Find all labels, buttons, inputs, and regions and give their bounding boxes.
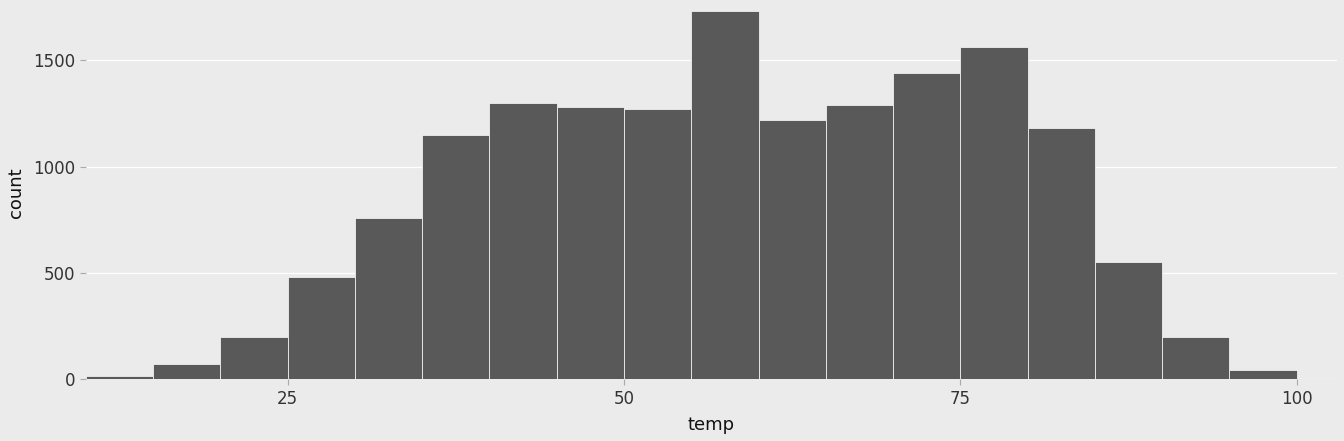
Bar: [1163, 337, 1230, 379]
Bar: [556, 107, 624, 379]
Bar: [825, 105, 892, 379]
Bar: [892, 73, 961, 379]
Bar: [86, 376, 153, 379]
Y-axis label: count: count: [7, 168, 26, 218]
Bar: [691, 11, 758, 379]
Bar: [288, 277, 355, 379]
X-axis label: temp: temp: [688, 416, 735, 434]
Bar: [1028, 128, 1095, 379]
Bar: [489, 103, 556, 379]
Bar: [1095, 262, 1163, 379]
Bar: [624, 109, 691, 379]
Bar: [422, 135, 489, 379]
Bar: [355, 217, 422, 379]
Bar: [220, 337, 288, 379]
Bar: [961, 47, 1028, 379]
Bar: [1230, 370, 1297, 379]
Bar: [153, 364, 220, 379]
Bar: [758, 120, 825, 379]
